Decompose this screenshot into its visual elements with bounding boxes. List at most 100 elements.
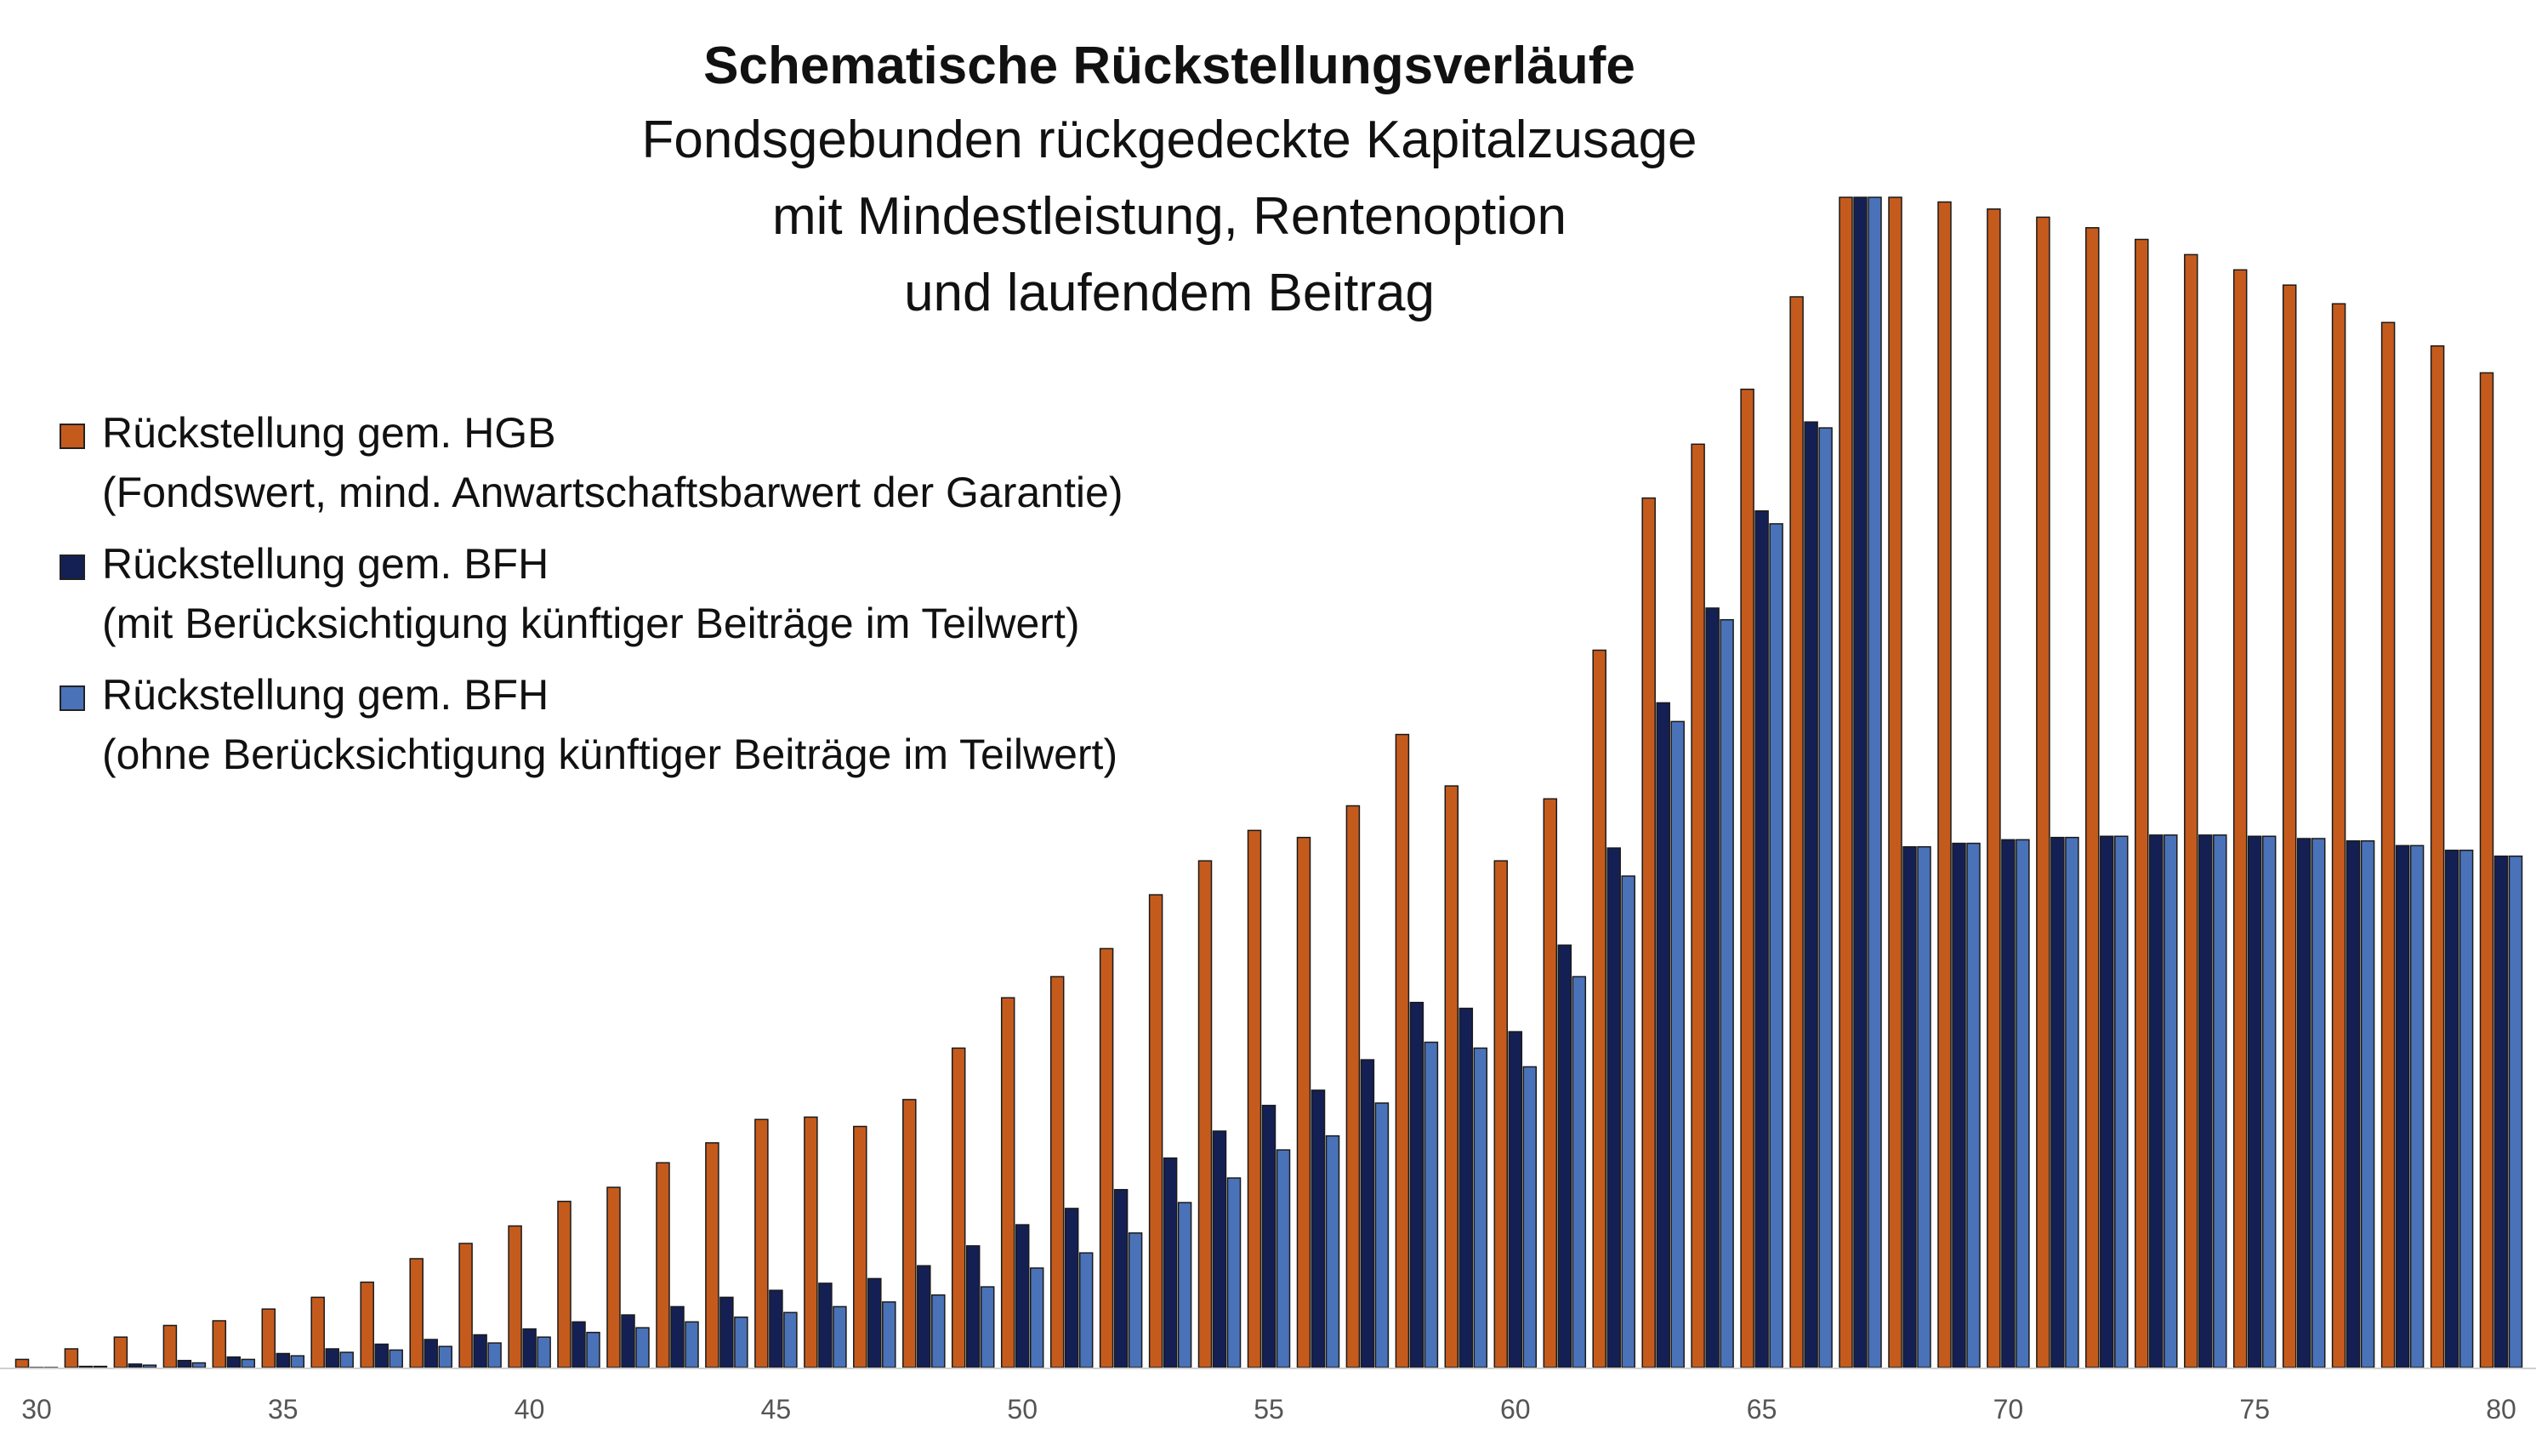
chart-title: Schematische Rückstellungsverläufe xyxy=(703,37,1635,95)
bar-bfh-ohne-40 xyxy=(537,1336,551,1368)
bar-bfh-mit-61 xyxy=(1557,944,1572,1368)
bar-bfh-mit-68 xyxy=(1902,845,1917,1368)
bar-bfh-mit-56 xyxy=(1311,1089,1326,1368)
bar-hgb-66 xyxy=(1789,296,1804,1368)
bar-hgb-35 xyxy=(261,1308,276,1368)
legend-label-bfh-ohne: Rückstellung gem. BFH xyxy=(102,671,549,719)
bar-hgb-56 xyxy=(1296,836,1311,1368)
bar-bfh-ohne-57 xyxy=(1374,1102,1390,1368)
bar-hgb-61 xyxy=(1543,798,1558,1368)
bar-bfh-mit-45 xyxy=(769,1289,783,1368)
legend-item-bfh-ohne: Rückstellung gem. BFH (ohne Berücksichti… xyxy=(60,665,1335,784)
bar-bfh-ohne-43 xyxy=(685,1321,699,1368)
bar-hgb-58 xyxy=(1395,733,1410,1368)
bar-hgb-59 xyxy=(1444,785,1459,1368)
bar-bfh-ohne-54 xyxy=(1226,1177,1242,1368)
bar-bfh-mit-31 xyxy=(78,1365,94,1368)
bar-bfh-mit-58 xyxy=(1409,1001,1424,1368)
bar-hgb-40 xyxy=(508,1225,522,1368)
bar-bfh-mit-72 xyxy=(2100,835,2114,1368)
bar-hgb-34 xyxy=(212,1320,227,1368)
bar-hgb-69 xyxy=(1937,201,1952,1368)
bar-bfh-mit-60 xyxy=(1508,1031,1523,1368)
x-tick-label-35: 35 xyxy=(268,1394,299,1425)
bar-bfh-mit-41 xyxy=(571,1321,586,1368)
bar-hgb-62 xyxy=(1592,649,1606,1368)
bar-bfh-mit-76 xyxy=(2296,838,2311,1368)
bar-bfh-mit-42 xyxy=(621,1314,635,1368)
bar-bfh-mit-71 xyxy=(2050,836,2065,1368)
bar-bfh-mit-36 xyxy=(325,1348,339,1368)
bar-bfh-ohne-34 xyxy=(241,1358,256,1368)
bar-hgb-45 xyxy=(754,1118,769,1368)
bar-bfh-ohne-56 xyxy=(1325,1135,1340,1368)
x-tick-label-65: 65 xyxy=(1747,1394,1777,1425)
bar-hgb-63 xyxy=(1641,497,1656,1368)
bar-hgb-31 xyxy=(64,1348,79,1368)
bar-bfh-ohne-63 xyxy=(1670,720,1685,1368)
bar-hgb-71 xyxy=(2036,216,2050,1368)
bar-hgb-36 xyxy=(310,1296,325,1368)
bar-bfh-ohne-39 xyxy=(487,1342,502,1368)
bar-hgb-75 xyxy=(2232,269,2248,1368)
bar-bfh-ohne-42 xyxy=(635,1327,650,1368)
bar-bfh-mit-78 xyxy=(2395,845,2410,1368)
bar-bfh-mit-52 xyxy=(1113,1189,1129,1368)
x-tick-label-55: 55 xyxy=(1254,1394,1284,1425)
bar-bfh-mit-63 xyxy=(1656,702,1670,1368)
bar-bfh-mit-54 xyxy=(1212,1130,1227,1368)
bar-bfh-mit-51 xyxy=(1064,1208,1079,1368)
x-tick-label-80: 80 xyxy=(2486,1394,2516,1425)
bar-hgb-53 xyxy=(1148,894,1163,1368)
bar-bfh-ohne-33 xyxy=(191,1362,207,1368)
bar-hgb-30 xyxy=(14,1358,30,1368)
bar-bfh-ohne-41 xyxy=(586,1331,600,1368)
bar-hgb-78 xyxy=(2380,321,2396,1368)
bar-bfh-ohne-75 xyxy=(2261,835,2277,1368)
bar-bfh-ohne-69 xyxy=(1966,842,1981,1368)
bar-hgb-49 xyxy=(951,1047,966,1368)
x-tick-label-75: 75 xyxy=(2239,1394,2270,1425)
bar-bfh-mit-46 xyxy=(818,1283,833,1368)
x-tick-label-70: 70 xyxy=(1993,1394,2024,1425)
bar-bfh-ohne-50 xyxy=(1029,1267,1044,1368)
bar-bfh-mit-32 xyxy=(128,1363,143,1368)
x-tick-label-50: 50 xyxy=(1007,1394,1038,1425)
bar-bfh-mit-64 xyxy=(1705,607,1720,1368)
bar-bfh-mit-43 xyxy=(670,1305,685,1368)
bar-bfh-mit-44 xyxy=(719,1296,734,1368)
bar-bfh-mit-35 xyxy=(276,1352,291,1368)
bar-hgb-80 xyxy=(2479,372,2494,1368)
bar-bfh-ohne-71 xyxy=(2065,836,2079,1368)
bar-hgb-41 xyxy=(557,1200,571,1368)
bar-bfh-ohne-77 xyxy=(2360,840,2375,1368)
bar-hgb-48 xyxy=(902,1099,917,1368)
bar-bfh-ohne-64 xyxy=(1720,618,1734,1368)
bar-bfh-ohne-53 xyxy=(1177,1202,1192,1368)
bar-bfh-ohne-38 xyxy=(438,1345,452,1368)
legend-note-hgb: (Fondswert, mind. Anwartschaftsbarwert d… xyxy=(102,469,1123,516)
bar-hgb-67 xyxy=(1839,196,1853,1368)
bar-hgb-70 xyxy=(1987,208,2001,1368)
bar-bfh-mit-70 xyxy=(2001,839,2016,1368)
bar-bfh-ohne-47 xyxy=(882,1301,896,1368)
x-tick-label-40: 40 xyxy=(515,1394,545,1425)
bar-bfh-ohne-61 xyxy=(1572,975,1587,1368)
bar-bfh-mit-49 xyxy=(965,1245,981,1368)
bar-hgb-47 xyxy=(853,1125,867,1368)
legend-item-hgb: Rückstellung gem. HGB (Fondswert, mind. … xyxy=(60,403,1335,522)
bar-bfh-ohne-62 xyxy=(1621,875,1635,1368)
bar-hgb-65 xyxy=(1740,388,1754,1368)
bar-hgb-77 xyxy=(2331,303,2346,1368)
bar-bfh-ohne-37 xyxy=(389,1349,403,1368)
bar-bfh-mit-67 xyxy=(1853,196,1868,1368)
bar-bfh-mit-65 xyxy=(1754,510,1769,1368)
legend-note-bfh-mit: (mit Berücksichtigung künftiger Beiträge… xyxy=(102,600,1080,647)
bar-hgb-72 xyxy=(2085,227,2100,1368)
chart-title-block: Schematische Rückstellungsverläufe Fonds… xyxy=(476,31,1862,332)
bar-bfh-mit-53 xyxy=(1163,1157,1178,1368)
bar-hgb-64 xyxy=(1691,443,1705,1368)
bar-bfh-ohne-46 xyxy=(833,1305,847,1368)
legend-label-hgb: Rückstellung gem. HGB xyxy=(102,409,556,457)
